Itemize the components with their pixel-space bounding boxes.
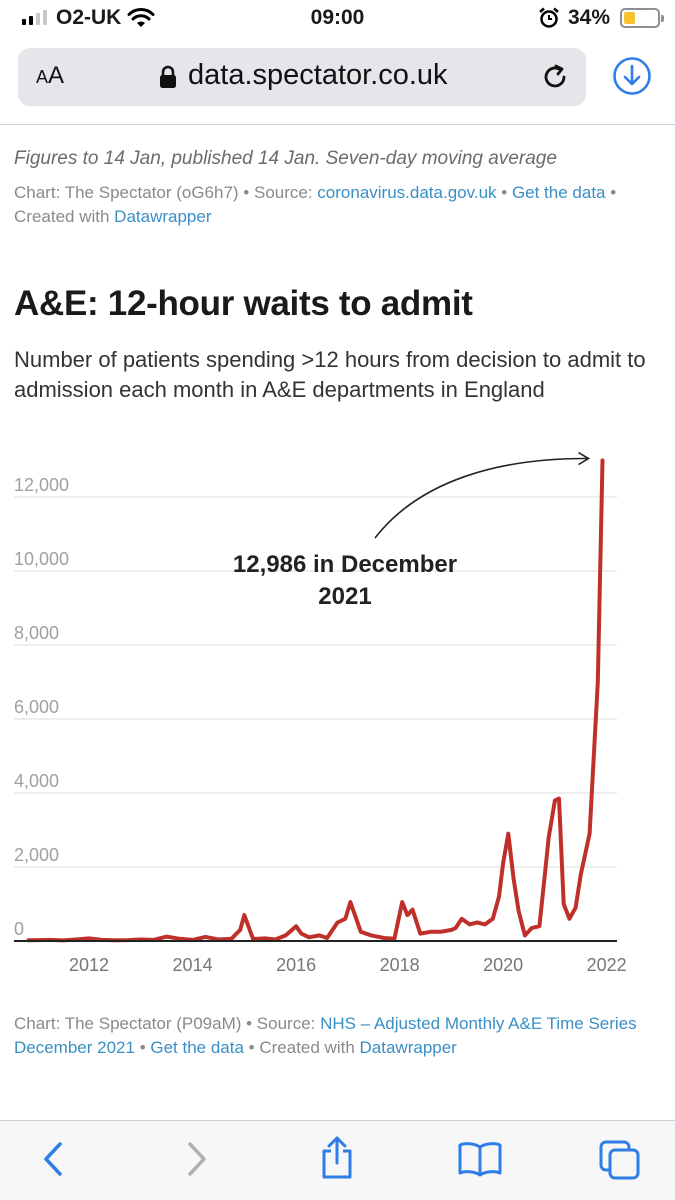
annotation-arrowhead [578, 451, 591, 466]
reload-icon[interactable] [540, 62, 570, 92]
wifi-icon [127, 8, 155, 27]
status-bar: O2-UK 09:00 34% [0, 0, 675, 38]
previous-chart-credit: Chart: The Spectator (oG6h7) • Source: c… [14, 183, 617, 226]
battery-level-fill [624, 12, 635, 24]
y-tick-label: 12,000 [14, 475, 69, 495]
battery-percent: 34% [568, 6, 611, 29]
share-icon[interactable] [318, 1135, 356, 1181]
toolbar-divider [0, 124, 675, 125]
carrier-name: O2-UK [56, 6, 122, 29]
annotation-text-line2: 2021 [318, 583, 371, 610]
x-tick-label: 2018 [380, 955, 420, 975]
source-link[interactable]: coronavirus.data.gov.uk [317, 183, 497, 202]
bottom-toolbar [0, 1120, 675, 1200]
annotation-arrow [374, 457, 589, 539]
datawrapper-link[interactable]: Datawrapper [359, 1038, 457, 1057]
chart-credit: Chart: The Spectator (P09aM) • Source: N… [14, 1014, 637, 1057]
chart-subtitle: Number of patients spending >12 hours fr… [14, 347, 646, 402]
address-bar[interactable]: AA data.spectator.co.uk [18, 48, 586, 106]
url-field[interactable]: data.spectator.co.uk [188, 59, 448, 91]
x-tick-label: 2020 [483, 955, 523, 975]
x-tick-label: 2022 [587, 955, 627, 975]
bookmarks-icon[interactable] [456, 1139, 504, 1179]
tabs-icon[interactable] [598, 1139, 642, 1181]
line-chart: 0 2,000 4,000 6,000 8,000 10,000 12,000 2012 201… [14, 451, 627, 975]
series-line [26, 458, 605, 943]
y-tick-label: 6,000 [14, 697, 59, 717]
cellular-signal-icon [22, 9, 47, 25]
x-tick-label: 2016 [276, 955, 316, 975]
reader-text-size-button[interactable]: AA [36, 62, 65, 89]
datawrapper-link[interactable]: Datawrapper [114, 207, 212, 226]
y-tick-label: 10,000 [14, 549, 69, 569]
y-tick-label: 8,000 [14, 623, 59, 643]
y-tick-label: 4,000 [14, 771, 59, 791]
x-tick-label: 2014 [173, 955, 213, 975]
battery-icon [620, 8, 664, 28]
downloads-icon[interactable] [612, 56, 652, 96]
previous-chart-note: Figures to 14 Jan, published 14 Jan. Sev… [14, 148, 557, 169]
back-icon[interactable] [36, 1139, 70, 1179]
get-data-link[interactable]: Get the data [511, 183, 606, 202]
alarm-icon [539, 7, 559, 28]
nhs-source-link[interactable]: NHS – Adjusted Monthly A&E Time Series D… [14, 1014, 637, 1057]
annotation-text-line1: 12,986 in December [233, 551, 457, 578]
chart-title: A&E: 12-hour waits to admit [14, 284, 473, 323]
y-tick-label: 2,000 [14, 845, 59, 865]
x-tick-label: 2012 [69, 955, 109, 975]
y-tick-label: 0 [14, 919, 24, 939]
lock-icon [160, 65, 176, 88]
get-data-link[interactable]: Get the data [150, 1038, 244, 1057]
forward-icon[interactable] [180, 1139, 214, 1179]
